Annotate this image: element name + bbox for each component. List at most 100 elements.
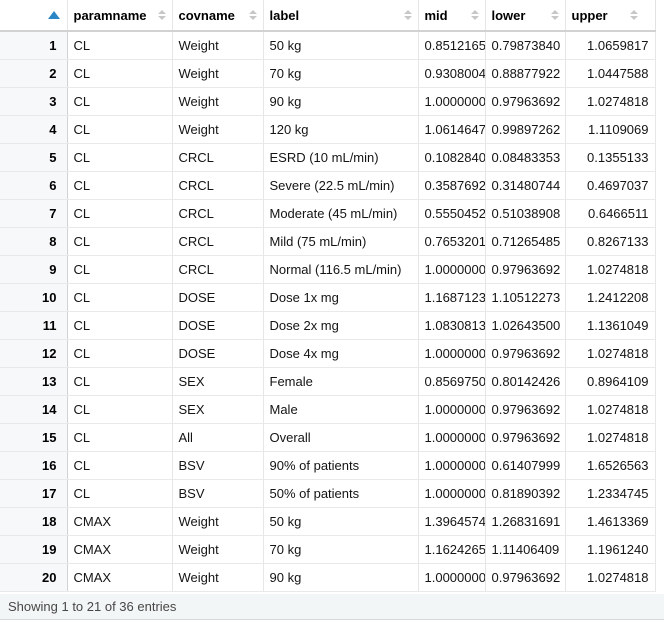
cell-label: 120 kg [263, 115, 419, 144]
cell-covname: Weight [172, 535, 264, 564]
table-row[interactable]: 7 CL CRCL Moderate (45 mL/min) 0.5550452 0.51… [0, 199, 656, 228]
cell-mid: 0.8512165 [418, 31, 486, 60]
cell-lower: 0.81890392 [485, 479, 566, 508]
cell-paramname: CL [67, 59, 173, 88]
table-row[interactable]: 8 CL CRCL Mild (75 mL/min) 0.7653201 0.712654… [0, 227, 656, 256]
cell-label: Dose 1x mg [263, 283, 419, 312]
table-row[interactable]: 5 CL CRCL ESRD (10 mL/min) 0.1082840 0.084833… [0, 143, 656, 172]
cell-lower: 0.97963692 [485, 255, 566, 284]
cell-upper: 1.2334745 [565, 479, 656, 508]
cell-covname: Weight [172, 87, 264, 116]
table-row[interactable]: 19 CMAX Weight 70 kg 1.1624265 1.11406409 1.19… [0, 535, 656, 564]
cell-mid: 0.3587692 [418, 171, 486, 200]
cell-lower: 0.08483353 [485, 143, 566, 172]
covariate-effects-table: paramname covname label mid lower [0, 0, 656, 592]
cell-paramname: CL [67, 283, 173, 312]
cell-upper: 1.0274818 [565, 423, 656, 452]
table-row[interactable]: 17 CL BSV 50% of patients 1.0000000 0.8189039… [0, 479, 656, 508]
column-label: mid [424, 7, 448, 23]
cell-upper: 1.0274818 [565, 87, 656, 116]
cell-paramname: CL [67, 199, 173, 228]
cell-paramname: CL [67, 451, 173, 480]
cell-paramname: CL [67, 479, 173, 508]
cell-mid: 0.5550452 [418, 199, 486, 228]
cell-lower: 0.97963692 [485, 339, 566, 368]
cell-paramname: CL [67, 143, 173, 172]
cell-lower: 0.51038908 [485, 199, 566, 228]
cell-upper: 0.8267133 [565, 227, 656, 256]
table-row[interactable]: 12 CL DOSE Dose 4x mg 1.0000000 0.97963692 1.0… [0, 339, 656, 368]
column-header-mid[interactable]: mid [418, 0, 486, 32]
table-info-text: Showing 1 to 21 of 36 entries [8, 598, 177, 614]
cell-label: 70 kg [263, 535, 419, 564]
cell-covname: Weight [172, 115, 264, 144]
column-header-rownames[interactable] [0, 0, 68, 32]
cell-upper: 1.6526563 [565, 451, 656, 480]
cell-paramname: CL [67, 423, 173, 452]
table-row[interactable]: 2 CL Weight 70 kg 0.9308004 0.88877922 1.04475… [0, 59, 656, 88]
cell-mid: 1.0000000 [418, 451, 486, 480]
cell-upper: 1.0447588 [565, 59, 656, 88]
cell-paramname: CMAX [67, 563, 173, 592]
cell-upper: 1.0274818 [565, 339, 656, 368]
cell-lower: 0.97963692 [485, 563, 566, 592]
cell-lower: 0.97963692 [485, 423, 566, 452]
cell-paramname: CL [67, 115, 173, 144]
cell-upper: 1.0274818 [565, 563, 656, 592]
cell-label: Overall [263, 423, 419, 452]
row-number: 14 [0, 395, 68, 424]
table-row[interactable]: 20 CMAX Weight 90 kg 1.0000000 0.97963692 1.02… [0, 563, 656, 592]
cell-mid: 1.0614647 [418, 115, 486, 144]
column-header-paramname[interactable]: paramname [67, 0, 173, 32]
cell-upper: 0.4697037 [565, 171, 656, 200]
row-number: 6 [0, 171, 68, 200]
row-number: 15 [0, 423, 68, 452]
cell-covname: DOSE [172, 339, 264, 368]
table-row[interactable]: 16 CL BSV 90% of patients 1.0000000 0.6140799… [0, 451, 656, 480]
cell-covname: Weight [172, 507, 264, 536]
cell-paramname: CMAX [67, 507, 173, 536]
table-row[interactable]: 15 CL All Overall 1.0000000 0.97963692 1.02748… [0, 423, 656, 452]
column-header-label[interactable]: label [263, 0, 419, 32]
cell-upper: 1.0274818 [565, 255, 656, 284]
table-row[interactable]: 4 CL Weight 120 kg 1.0614647 0.99897262 1.1109… [0, 115, 656, 144]
cell-lower: 0.99897262 [485, 115, 566, 144]
column-header-lower[interactable]: lower [485, 0, 566, 32]
column-label: label [269, 7, 300, 23]
table-row[interactable]: 11 CL DOSE Dose 2x mg 1.0830813 1.02643500 1.1… [0, 311, 656, 340]
table-row[interactable]: 6 CL CRCL Severe (22.5 mL/min) 0.3587692 0.31… [0, 171, 656, 200]
cell-upper: 1.1961240 [565, 535, 656, 564]
column-header-covname[interactable]: covname [172, 0, 264, 32]
row-number: 18 [0, 507, 68, 536]
cell-mid: 1.1624265 [418, 535, 486, 564]
cell-label: 70 kg [263, 59, 419, 88]
cell-label: 50% of patients [263, 479, 419, 508]
cell-covname: CRCL [172, 199, 264, 228]
table-row[interactable]: 3 CL Weight 90 kg 1.0000000 0.97963692 1.02748… [0, 87, 656, 116]
cell-label: ESRD (10 mL/min) [263, 143, 419, 172]
cell-mid: 1.1687123 [418, 283, 486, 312]
table-row[interactable]: 13 CL SEX Female 0.8569750 0.80142426 0.896410… [0, 367, 656, 396]
cell-covname: All [172, 423, 264, 452]
column-label: covname [178, 7, 235, 23]
cell-mid: 1.0000000 [418, 87, 486, 116]
table-row[interactable]: 18 CMAX Weight 50 kg 1.3964574 1.26831691 1.46… [0, 507, 656, 536]
sort-both-icon [470, 10, 479, 20]
cell-label: Moderate (45 mL/min) [263, 199, 419, 228]
cell-paramname: CL [67, 87, 173, 116]
column-header-upper[interactable]: upper [565, 0, 656, 32]
table-row[interactable]: 10 CL DOSE Dose 1x mg 1.1687123 1.10512273 1.2… [0, 283, 656, 312]
cell-lower: 1.10512273 [485, 283, 566, 312]
cell-covname: Weight [172, 31, 264, 60]
cell-lower: 0.97963692 [485, 395, 566, 424]
table-row[interactable]: 14 CL SEX Male 1.0000000 0.97963692 1.0274818 [0, 395, 656, 424]
cell-lower: 1.02643500 [485, 311, 566, 340]
row-number: 12 [0, 339, 68, 368]
row-number: 20 [0, 563, 68, 592]
table-row[interactable]: 9 CL CRCL Normal (116.5 mL/min) 1.0000000 0.9… [0, 255, 656, 284]
header-row: paramname covname label mid lower [0, 0, 656, 32]
sort-both-icon [157, 10, 166, 20]
cell-covname: BSV [172, 451, 264, 480]
table-row[interactable]: 1 CL Weight 50 kg 0.8512165 0.79873840 1.06598… [0, 31, 656, 60]
cell-paramname: CL [67, 339, 173, 368]
